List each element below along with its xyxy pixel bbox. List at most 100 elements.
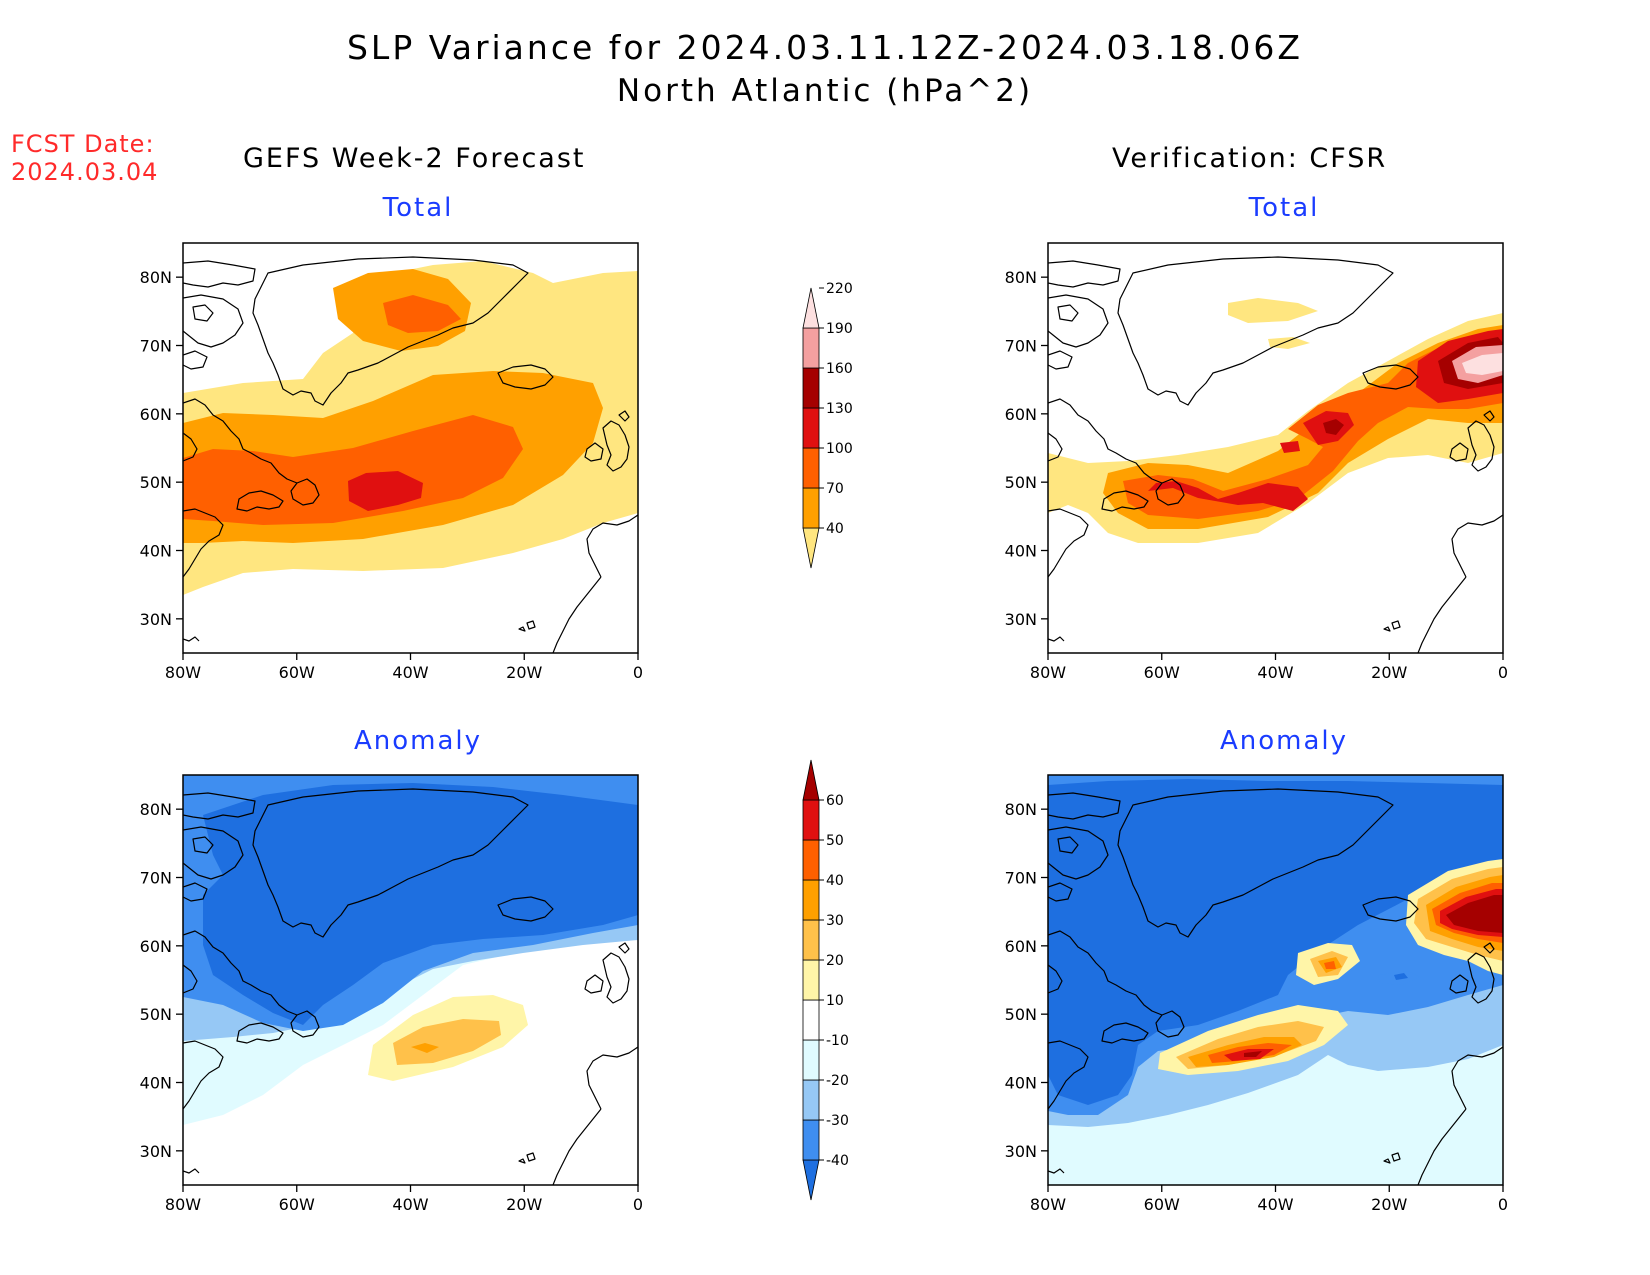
map-subtitle: North Atlantic (hPa^2) bbox=[616, 73, 1034, 109]
verification-total-map bbox=[1047, 242, 1504, 654]
forecast-anomaly-lat-label: 60N bbox=[140, 937, 172, 956]
forecast-anomaly-lat-label: 80N bbox=[140, 800, 172, 819]
verification-total-lat-label: 80N bbox=[1005, 268, 1037, 287]
verification-total-lat-label: 70N bbox=[1005, 337, 1037, 356]
anomaly-colorbar-swatch bbox=[802, 1039, 820, 1081]
verification-total-lon-label: 20W bbox=[1371, 663, 1407, 682]
total-colorbar-swatch bbox=[802, 487, 820, 529]
forecast-total-lon-label: 60W bbox=[279, 663, 315, 682]
verification-anomaly-lat-label: 40N bbox=[1005, 1074, 1037, 1093]
verification-anomaly-lon-label: 60W bbox=[1144, 1195, 1180, 1214]
total-colorbar-label: 220 bbox=[826, 281, 853, 297]
anomaly-colorbar-label: 40 bbox=[826, 873, 844, 889]
verification-anomaly-map bbox=[1047, 774, 1504, 1186]
forecast-total-lon-label: 20W bbox=[506, 663, 542, 682]
map-title: SLP Variance for 2024.03.11.12Z-2024.03.… bbox=[346, 28, 1304, 67]
forecast-total-lat-label: 70N bbox=[140, 337, 172, 356]
verification-anomaly-lat-label: 60N bbox=[1005, 937, 1037, 956]
left-column-heading: GEFS Week-2 Forecast bbox=[243, 143, 586, 174]
total-colorbar: 40 70 100 130 160 190 220 bbox=[802, 281, 853, 569]
right-column-heading: Verification: CFSR bbox=[1112, 143, 1388, 174]
map-axes: 80N 70N 60N 50N 40N 30N 80W 60W 40W 20W 0 80N 70N 60N… bbox=[140, 268, 1508, 1214]
verification-total-band-130 bbox=[1148, 329, 1503, 511]
verification-anomaly-lon-label: 20W bbox=[1371, 1195, 1407, 1214]
forecast-anomaly-lat-label: 70N bbox=[140, 869, 172, 888]
forecast-total-lon-label: 0 bbox=[633, 663, 643, 682]
forecast-anomaly-band-30 bbox=[411, 1043, 439, 1053]
forecast-anomaly-band-minus40 bbox=[203, 783, 638, 1025]
forecast-total-lat-label: 50N bbox=[140, 473, 172, 492]
verification-anomaly-lat-label: 80N bbox=[1005, 800, 1037, 819]
verification-total-band-220 bbox=[1462, 353, 1503, 375]
anomaly-colorbar-swatch bbox=[802, 919, 820, 961]
verification-anomaly-band-minus40-patch bbox=[1394, 973, 1408, 980]
anomaly-colorbar-label: -40 bbox=[826, 1153, 849, 1169]
forecast-anomaly-lon-label: 40W bbox=[392, 1195, 428, 1214]
anomaly-colorbar-swatch bbox=[802, 839, 820, 881]
total-colorbar-label: 100 bbox=[826, 441, 853, 457]
verification-anomaly-lon-label: 80W bbox=[1030, 1195, 1066, 1214]
total-colorbar-label: 190 bbox=[826, 321, 853, 337]
total-colorbar-label: 130 bbox=[826, 401, 853, 417]
verification-total-band-40-patch bbox=[1228, 298, 1318, 323]
verification-anomaly-lat-label: 70N bbox=[1005, 869, 1037, 888]
anomaly-colorbar-swatch bbox=[802, 1159, 820, 1201]
forecast-total-lat-label: 60N bbox=[140, 405, 172, 424]
forecast-total-lon-label: 80W bbox=[165, 663, 201, 682]
anomaly-colorbar-label: 30 bbox=[826, 913, 844, 929]
fcst-date-value: 2024.03.04 bbox=[11, 158, 159, 186]
total-colorbar-swatch bbox=[802, 327, 820, 369]
forecast-total-lat-label: 30N bbox=[140, 610, 172, 629]
forecast-anomaly-lon-label: 0 bbox=[633, 1195, 643, 1214]
forecast-total-lat-label: 80N bbox=[140, 268, 172, 287]
panel-title-forecast-anomaly: Anomaly bbox=[353, 726, 483, 756]
verification-anomaly-band-20 bbox=[1176, 867, 1503, 1069]
verification-anomaly-band-minus40 bbox=[1048, 779, 1503, 1105]
forecast-total-band-100-greenland bbox=[383, 295, 461, 333]
total-colorbar-swatch bbox=[802, 367, 820, 409]
forecast-anomaly-map bbox=[182, 774, 639, 1186]
total-colorbar-swatch bbox=[802, 447, 820, 489]
anomaly-colorbar-swatch bbox=[802, 759, 820, 801]
verification-total-lon-label: 40W bbox=[1257, 663, 1293, 682]
panel-title-verification-total: Total bbox=[1248, 193, 1320, 223]
verification-total-lon-label: 80W bbox=[1030, 663, 1066, 682]
anomaly-colorbar-label: -20 bbox=[826, 1073, 849, 1089]
anomaly-colorbar-label: -10 bbox=[826, 1033, 849, 1049]
anomaly-colorbar-label: 10 bbox=[826, 993, 844, 1009]
fcst-date-label: FCST Date: bbox=[11, 130, 155, 158]
anomaly-colorbar-swatch bbox=[802, 1119, 820, 1161]
verification-total-lat-label: 50N bbox=[1005, 473, 1037, 492]
forecast-total-band-100-atlantic bbox=[183, 415, 523, 525]
forecast-anomaly-lon-label: 20W bbox=[506, 1195, 542, 1214]
verification-total-band-40-patch-small bbox=[1268, 337, 1310, 349]
total-colorbar-label: 160 bbox=[826, 361, 853, 377]
forecast-anomaly-lat-label: 50N bbox=[140, 1005, 172, 1024]
anomaly-colorbar-swatch bbox=[802, 879, 820, 921]
anomaly-colorbar-label: 20 bbox=[826, 953, 844, 969]
verification-total-lon-label: 0 bbox=[1498, 663, 1508, 682]
panel-title-forecast-total: Total bbox=[382, 193, 454, 223]
anomaly-colorbar-label: -30 bbox=[826, 1113, 849, 1129]
total-colorbar-swatch bbox=[802, 407, 820, 449]
anomaly-colorbar-swatch bbox=[802, 1079, 820, 1121]
verification-anomaly-band-60 bbox=[1244, 895, 1503, 1057]
total-colorbar-swatch bbox=[802, 527, 820, 569]
total-colorbar-label: 70 bbox=[826, 481, 844, 497]
total-colorbar-label: 40 bbox=[826, 521, 844, 537]
anomaly-colorbar-swatch bbox=[802, 799, 820, 841]
total-colorbar-swatch bbox=[802, 287, 820, 329]
anomaly-colorbar: -40 -30 -20 -10 10 20 30 40 50 60 bbox=[802, 759, 849, 1201]
forecast-total-lat-label: 40N bbox=[140, 542, 172, 561]
anomaly-colorbar-swatch bbox=[802, 959, 820, 1001]
verification-anomaly-lon-label: 0 bbox=[1498, 1195, 1508, 1214]
forecast-total-lon-label: 40W bbox=[392, 663, 428, 682]
verification-total-lat-label: 60N bbox=[1005, 405, 1037, 424]
anomaly-colorbar-label: 60 bbox=[826, 793, 844, 809]
forecast-total-map bbox=[182, 242, 639, 654]
verification-total-lon-label: 60W bbox=[1144, 663, 1180, 682]
verification-anomaly-lat-label: 50N bbox=[1005, 1005, 1037, 1024]
forecast-anomaly-lon-label: 80W bbox=[165, 1195, 201, 1214]
anomaly-colorbar-label: 50 bbox=[826, 833, 844, 849]
